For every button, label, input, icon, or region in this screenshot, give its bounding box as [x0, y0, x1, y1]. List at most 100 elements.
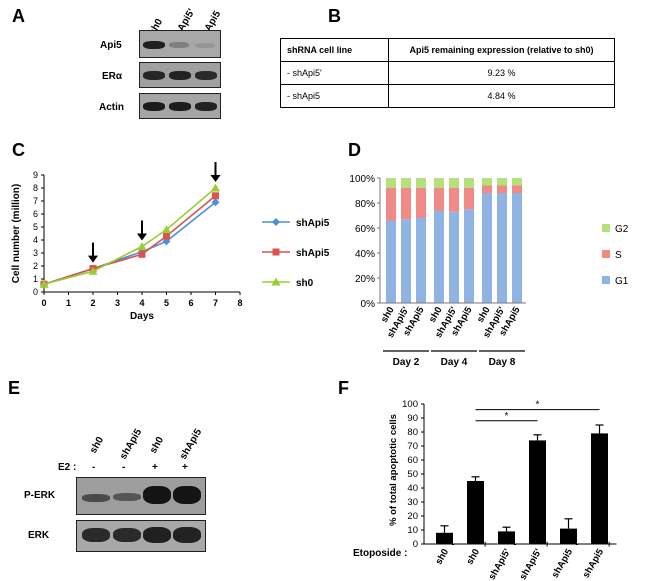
x-tick-label: 2: [90, 298, 95, 308]
data-point: [138, 250, 146, 258]
x-tick-label: 4: [139, 298, 144, 308]
category-label: shApi5': [487, 547, 513, 581]
etoposide-label: Etoposide :: [353, 548, 407, 559]
x-tick-label: 1: [66, 298, 71, 308]
panel-label-b: B: [328, 6, 341, 26]
stacked-bar-segment: [497, 185, 507, 193]
bar: [591, 433, 608, 544]
lane-label: shApi5: [178, 427, 205, 462]
data-point: [211, 198, 220, 207]
y-tick-label: 70: [407, 441, 418, 452]
e2-label: E2 :: [58, 462, 77, 473]
arrow-head: [88, 255, 98, 263]
erk-blot: [76, 520, 206, 552]
table-header: shRNA cell line: [280, 38, 389, 62]
stacked-bar-segment: [434, 210, 444, 303]
legend-label: G2: [615, 224, 629, 235]
lane-label: sh0: [148, 435, 167, 456]
bar: [529, 440, 546, 544]
legend-swatch: [602, 224, 610, 232]
table-header: Api5 remaining expression (relative to s…: [388, 38, 615, 62]
y-tick-label: 0: [413, 539, 418, 550]
significance-star: *: [536, 400, 540, 411]
blot-row-label: ERK: [28, 530, 50, 541]
category-label: shApi5': [518, 547, 544, 581]
stacked-bar-segment: [386, 178, 396, 188]
y-tick-label: 3: [33, 248, 38, 258]
data-point: [212, 192, 219, 200]
panel-f-bar-chart: 0 10 20 30 40 50 60 70 80 90 100% of total apoptot…: [353, 399, 617, 581]
panel-label-c: C: [12, 140, 25, 160]
x-tick-label: 5: [164, 298, 169, 308]
legend-label: S: [615, 250, 622, 261]
arrow-head: [137, 233, 147, 241]
stacked-bar-segment: [449, 178, 459, 188]
e2-sign: +: [152, 462, 158, 473]
lane-label: shApi5: [118, 427, 145, 462]
x-tick-label: 7: [213, 298, 218, 308]
panel-c-line-chart: 0 1 2 3 4 5 6 7 8 9 0 1 2 3 4 5 6 7 8 Days Cell number (mill…: [11, 162, 330, 322]
legend-swatch: [602, 276, 610, 284]
y-tick-label: 40: [407, 483, 418, 494]
er-alpha-blot: [139, 62, 221, 88]
y-tick-label: 8: [33, 183, 38, 193]
y-tick-label: 20: [407, 511, 418, 522]
y-tick-label: 0%: [361, 299, 376, 310]
p-erk-blot: [76, 477, 206, 515]
y-tick-label: 0: [33, 287, 38, 297]
stacked-bar-segment: [482, 185, 492, 193]
stacked-bar-segment: [449, 188, 459, 212]
category-label: sh0: [433, 547, 451, 567]
stacked-bar-segment: [434, 178, 444, 188]
stacked-bar-segment: [482, 193, 492, 303]
e2-sign: -: [92, 462, 96, 473]
y-tick-label: 80%: [355, 199, 375, 210]
data-point: [211, 183, 220, 192]
bar: [560, 528, 577, 544]
stacked-bar-segment: [464, 178, 474, 188]
stacked-bar-segment: [434, 188, 444, 211]
data-point: [137, 242, 147, 250]
stacked-bar-segment: [512, 185, 522, 193]
stacked-bar-segment: [497, 193, 507, 303]
stacked-bar-segment: [401, 188, 411, 220]
group-label: Day 2: [393, 357, 420, 368]
y-tick-label: 60%: [355, 224, 375, 235]
legend-label: G1: [615, 276, 629, 287]
category-label: shApi5: [581, 546, 607, 580]
x-tick-label: 3: [115, 298, 120, 308]
table-cell: 4.84 %: [388, 84, 615, 108]
category-label: shApi5: [550, 546, 576, 580]
stacked-bar-segment: [464, 209, 474, 303]
data-point: [162, 225, 171, 234]
table-cell: 9.23 %: [388, 61, 615, 85]
y-tick-label: 9: [33, 170, 38, 180]
blot-row-label: P-ERK: [24, 490, 56, 501]
y-tick-label: 60: [407, 455, 418, 466]
stacked-bar-segment: [401, 219, 411, 303]
table-cell: - shApi5: [280, 84, 389, 108]
panel-label-d: D: [348, 140, 361, 160]
stacked-bar-segment: [416, 178, 426, 188]
legend-marker: [271, 277, 281, 286]
significance-star: *: [505, 411, 509, 422]
bar: [467, 481, 484, 544]
y-tick-label: 20%: [355, 274, 375, 285]
legend-marker: [272, 248, 280, 256]
legend-label: sh0: [296, 278, 314, 289]
legend-swatch: [602, 250, 610, 258]
series-line: [43, 187, 217, 285]
blot-row-label: ERα: [102, 71, 123, 82]
group-label: Day 4: [441, 357, 468, 368]
y-tick-label: 1: [33, 274, 38, 284]
y-axis-label: % of total apoptotic cells: [388, 414, 399, 526]
panel-label-f: F: [338, 378, 349, 398]
data-point: [88, 266, 98, 275]
panel-label-e: E: [8, 378, 21, 398]
group-label: Day 8: [489, 357, 516, 368]
bar: [498, 531, 515, 544]
stacked-bar-segment: [386, 188, 396, 221]
stacked-bar-segment: [482, 178, 492, 186]
y-tick-label: 100%: [349, 174, 375, 185]
y-tick-label: 100: [402, 399, 418, 410]
